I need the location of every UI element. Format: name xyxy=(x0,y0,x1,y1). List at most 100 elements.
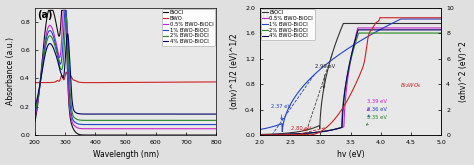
1% BWO-BiOCl xyxy=(170,124,176,126)
2% BWO-BiOCl xyxy=(213,119,219,121)
Line: 2% BWO-BiOCl: 2% BWO-BiOCl xyxy=(35,17,216,120)
X-axis label: hv (eV): hv (eV) xyxy=(337,150,365,159)
2% BWO-BiOCl xyxy=(32,110,38,112)
BiOCl xyxy=(373,22,378,24)
0.5% BWO-BiOCl xyxy=(43,35,49,37)
1% BWO-BiOCl xyxy=(189,124,194,126)
1% BWO-BiOCl xyxy=(367,34,373,36)
4% BWO-BiOCl xyxy=(43,50,49,52)
1% BWO-BiOCl xyxy=(62,9,68,11)
4% BWO-BiOCl xyxy=(268,134,274,136)
2% BWO-BiOCl xyxy=(189,119,194,121)
Line: 1% BWO-BiOCl: 1% BWO-BiOCl xyxy=(260,19,441,132)
BWO xyxy=(142,81,148,83)
0.5% BWO-BiOCl xyxy=(373,27,378,29)
BiOCl xyxy=(46,9,52,11)
4% BWO-BiOCl xyxy=(138,113,144,115)
2% BWO-BiOCl xyxy=(64,16,69,18)
4% BWO-BiOCl xyxy=(170,113,176,115)
1% BWO-BiOCl xyxy=(373,31,378,33)
1% BWO-BiOCl xyxy=(148,124,154,126)
4% BWO-BiOCl xyxy=(143,113,148,115)
Line: 2% BWO-BiOCl: 2% BWO-BiOCl xyxy=(260,33,441,135)
1% BWO-BiOCl xyxy=(363,37,368,39)
BiOCl xyxy=(340,22,346,24)
BWO xyxy=(43,82,49,84)
BiOCl xyxy=(142,134,148,136)
2% BWO-BiOCl xyxy=(363,32,368,34)
Line: 0.5% BWO-BiOCl: 0.5% BWO-BiOCl xyxy=(35,10,216,129)
2% BWO-BiOCl xyxy=(395,32,401,34)
Line: BiOCl: BiOCl xyxy=(260,23,441,134)
Line: 4% BWO-BiOCl: 4% BWO-BiOCl xyxy=(260,30,441,135)
1% BWO-BiOCl xyxy=(110,124,116,126)
BiOCl xyxy=(363,22,368,24)
1% BWO-BiOCl xyxy=(414,18,419,20)
2% BWO-BiOCl xyxy=(438,32,444,34)
4% BWO-BiOCl xyxy=(395,29,401,31)
1% BWO-BiOCl xyxy=(138,124,144,126)
2% BWO-BiOCl xyxy=(170,119,176,121)
4% BWO-BiOCl xyxy=(32,105,38,107)
0.5% BWO-BiOCl xyxy=(170,128,176,130)
X-axis label: Wavelength (nm): Wavelength (nm) xyxy=(92,150,159,159)
BiOCl xyxy=(170,134,175,136)
0.5% BWO-BiOCl xyxy=(213,128,219,130)
BWO xyxy=(32,82,38,84)
2% BWO-BiOCl xyxy=(413,32,419,34)
Text: 2.99 eV: 2.99 eV xyxy=(315,64,336,88)
BiOCl xyxy=(43,23,49,25)
4% BWO-BiOCl xyxy=(257,134,263,136)
4% BWO-BiOCl xyxy=(356,29,361,31)
4% BWO-BiOCl xyxy=(65,33,71,35)
1% BWO-BiOCl xyxy=(43,39,49,41)
BWO xyxy=(213,81,219,83)
BiOCl xyxy=(137,134,143,136)
BiOCl xyxy=(438,22,444,24)
4% BWO-BiOCl xyxy=(367,29,373,31)
BiOCl xyxy=(413,22,419,24)
0.5% BWO-BiOCl xyxy=(413,27,419,29)
1% BWO-BiOCl xyxy=(257,129,263,131)
BWO xyxy=(189,81,194,83)
2% BWO-BiOCl xyxy=(138,119,144,121)
4% BWO-BiOCl xyxy=(373,29,378,31)
4% BWO-BiOCl xyxy=(109,113,115,115)
2% BWO-BiOCl xyxy=(43,44,49,46)
2% BWO-BiOCl xyxy=(148,119,154,121)
BWO xyxy=(170,81,175,83)
Text: (a): (a) xyxy=(36,10,52,20)
2% BWO-BiOCl xyxy=(257,134,263,136)
1% BWO-BiOCl xyxy=(268,126,274,128)
Text: 2.37 eV: 2.37 eV xyxy=(271,104,291,120)
0.5% BWO-BiOCl xyxy=(438,27,444,29)
Text: 2.80 eV: 2.80 eV xyxy=(291,126,311,131)
0.5% BWO-BiOCl xyxy=(148,128,154,130)
Text: 3.39 eV: 3.39 eV xyxy=(367,99,387,110)
1% BWO-BiOCl xyxy=(143,124,148,126)
Text: Bi$_2$WO$_6$: Bi$_2$WO$_6$ xyxy=(400,81,422,90)
Line: 0.5% BWO-BiOCl: 0.5% BWO-BiOCl xyxy=(260,28,441,135)
1% BWO-BiOCl xyxy=(213,124,219,126)
0.5% BWO-BiOCl xyxy=(257,134,263,136)
2% BWO-BiOCl xyxy=(367,32,373,34)
BWO xyxy=(148,81,154,83)
2% BWO-BiOCl xyxy=(143,119,148,121)
Legend: BiOCl, BWO, 0.5% BWO-BiOCl, 1% BWO-BiOCl, 2% BWO-BiOCl, 4% BWO-BiOCl: BiOCl, BWO, 0.5% BWO-BiOCl, 1% BWO-BiOCl… xyxy=(162,9,215,46)
Text: 3.36 eV: 3.36 eV xyxy=(367,107,387,117)
2% BWO-BiOCl xyxy=(373,32,378,34)
4% BWO-BiOCl xyxy=(413,29,419,31)
1% BWO-BiOCl xyxy=(280,131,285,133)
2% BWO-BiOCl xyxy=(356,32,362,34)
Legend: BiOCl, 0.5% BWO-BiOCl, 1% BWO-BiOCl, 2% BWO-BiOCl, 4% BWO-BiOCl: BiOCl, 0.5% BWO-BiOCl, 1% BWO-BiOCl, 2% … xyxy=(261,9,315,40)
Line: BWO: BWO xyxy=(35,72,216,83)
1% BWO-BiOCl xyxy=(398,18,404,20)
1% BWO-BiOCl xyxy=(395,20,401,22)
Y-axis label: Absorbance (a.u.): Absorbance (a.u.) xyxy=(6,37,15,105)
1% BWO-BiOCl xyxy=(438,18,444,20)
4% BWO-BiOCl xyxy=(189,113,194,115)
0.5% BWO-BiOCl xyxy=(367,27,373,29)
BiOCl xyxy=(32,121,38,123)
BWO xyxy=(137,81,143,83)
BiOCl xyxy=(148,134,154,136)
